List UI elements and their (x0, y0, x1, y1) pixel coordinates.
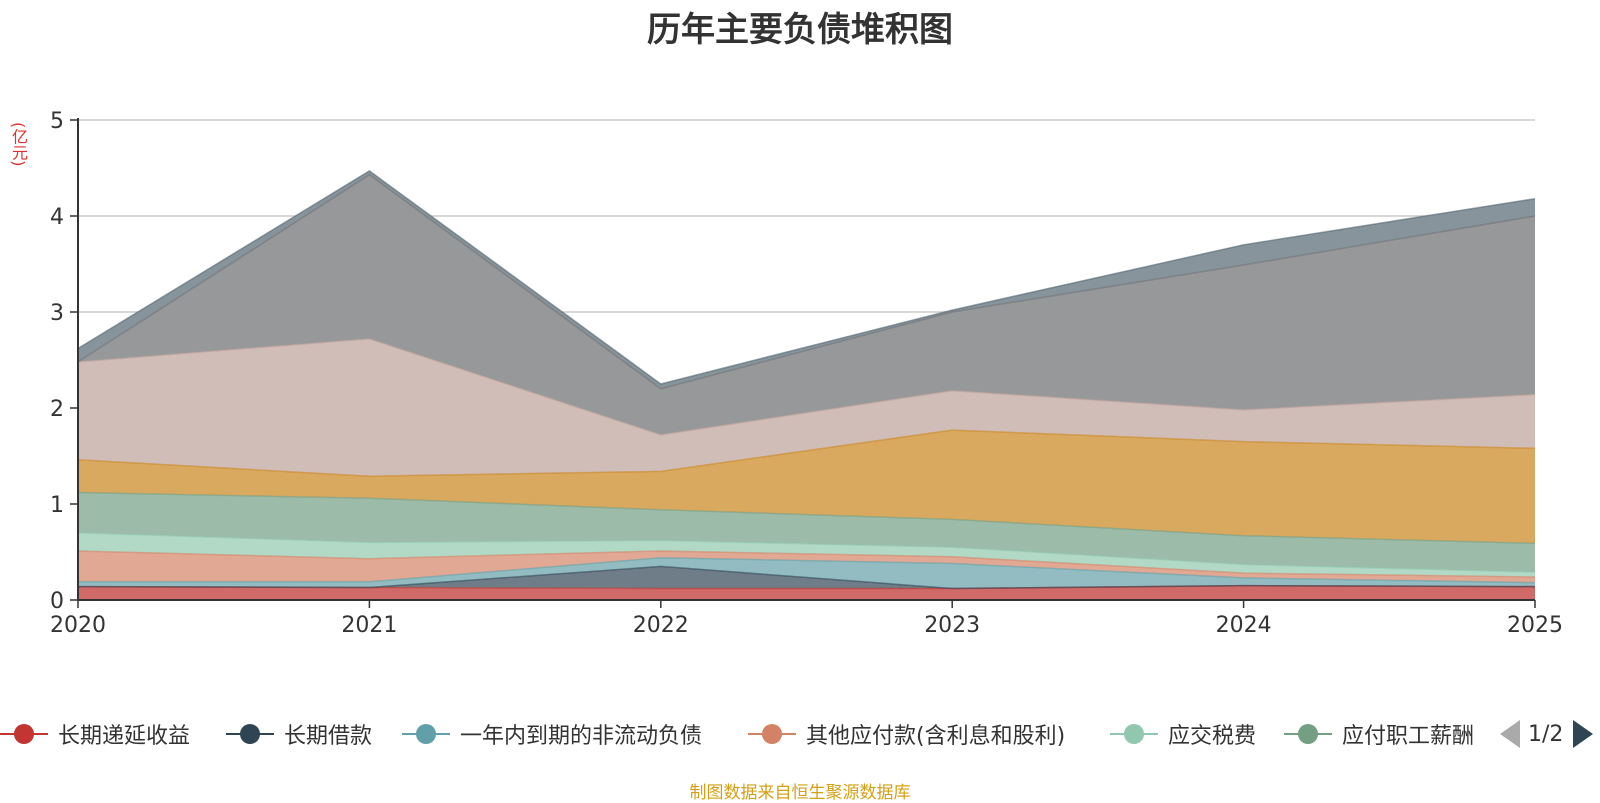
area-series-8[interactable] (78, 338, 1535, 477)
area-series-4[interactable] (78, 551, 1535, 583)
x-tick-label: 2025 (1507, 613, 1563, 638)
stacked-area-chart: 0 1 2 3 4 5 2020 2021 2022 2023 2024 2025 (50, 109, 1563, 638)
x-tick-label: 2021 (341, 613, 397, 638)
series-line-6 (77, 491, 1536, 545)
legend-item[interactable]: 长期递延收益 (0, 714, 190, 754)
legend-item[interactable]: 其他应付款(含利息和股利) (748, 714, 1065, 754)
legend-label: 应交税费 (1168, 724, 1257, 749)
x-tick-label: 2024 (1216, 613, 1272, 638)
x-tick-label: 2023 (924, 613, 980, 638)
area-series-9[interactable] (78, 174, 1535, 435)
series-line-10 (77, 169, 1536, 385)
series-line-3 (78, 557, 1536, 584)
chart-title: 历年主要负债堆积图 (647, 10, 953, 50)
legend-pager: 1/2 (1500, 714, 1594, 754)
legend-label: 长期递延收益 (58, 724, 191, 749)
data-source-note: 制图数据来自恒生聚源数据库 (689, 783, 911, 803)
area-series-6[interactable] (78, 492, 1535, 573)
y-tick-label: 1 (50, 493, 64, 518)
legend-label: 应付职工薪酬 (1342, 724, 1475, 749)
series-line-2 (77, 565, 1536, 590)
legend-item[interactable]: 应付职工薪酬 (1284, 714, 1474, 754)
legend-item[interactable]: 一年内到期的非流动负债 (402, 714, 702, 754)
legend-item[interactable]: 应交税费 (1110, 714, 1256, 754)
area-series-5[interactable] (78, 532, 1535, 577)
y-tick-label: 4 (50, 205, 64, 230)
legend-marker-icon (1110, 724, 1158, 744)
y-tick-label: 5 (50, 109, 64, 134)
legend-items: 长期递延收益 长期借款 一年内到期的非流动负债 其他应付款(含利息和股利) 应交税费 应付… (0, 714, 1482, 754)
area-series-7[interactable] (78, 430, 1535, 544)
area-series-3[interactable] (78, 557, 1535, 589)
legend-prev-page-icon[interactable] (1500, 720, 1520, 748)
series-line-4 (77, 550, 1536, 578)
legend-label: 其他应付款(含利息和股利) (806, 724, 1066, 749)
area-series-1[interactable] (78, 585, 1535, 600)
area-series-10[interactable] (78, 170, 1535, 389)
series-line-9 (77, 173, 1536, 390)
legend-marker-icon (0, 724, 48, 744)
y-tick-label: 2 (50, 397, 64, 422)
series-line-8 (77, 338, 1536, 436)
y-axis-unit-label: (亿元) (9, 122, 28, 167)
legend-marker-icon (1284, 724, 1332, 744)
series-line-5 (77, 532, 1536, 573)
series-line-7 (77, 429, 1536, 477)
legend-item[interactable]: 长期借款 (226, 714, 372, 754)
area-layer (77, 169, 1536, 600)
legend-marker-icon (748, 724, 796, 744)
legend: 长期递延收益 长期借款 一年内到期的非流动负债 其他应付款(含利息和股利) 应交税费 应付… (0, 714, 1600, 754)
y-tick-label: 0 (50, 589, 64, 614)
legend-label: 一年内到期的非流动负债 (460, 724, 703, 749)
x-tick-label: 2020 (50, 613, 106, 638)
axis-layer: 0 1 2 3 4 5 2020 2021 2022 2023 2024 2025 (50, 109, 1563, 638)
y-tick-label: 3 (50, 301, 64, 326)
legend-next-page-icon[interactable] (1573, 720, 1594, 748)
legend-page-indicator: 1/2 (1528, 721, 1564, 747)
legend-marker-icon (402, 724, 450, 744)
x-tick-label: 2022 (633, 613, 689, 638)
legend-marker-icon (226, 724, 274, 744)
legend-label: 长期借款 (284, 724, 373, 749)
